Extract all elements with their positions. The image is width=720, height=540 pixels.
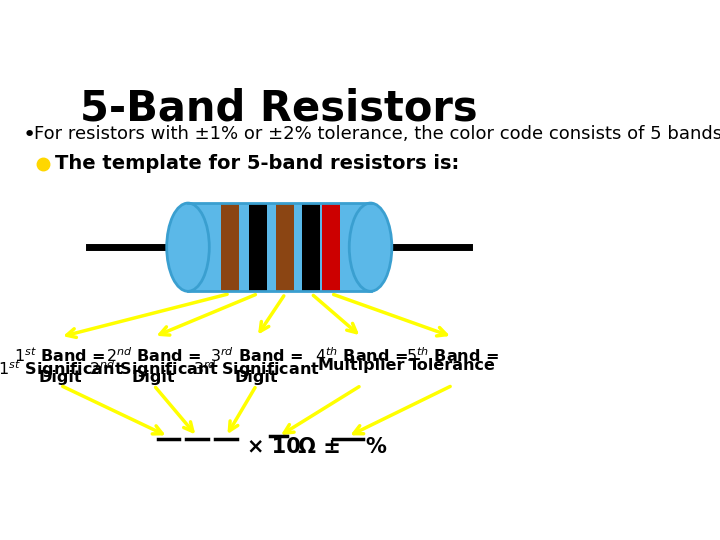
Text: •: • [22,125,35,145]
Bar [221,203,239,291]
Bar [188,203,371,291]
Text: $5^{th}$ Band =: $5^{th}$ Band = [406,346,499,364]
Text: $2^{nd}$ Band =: $2^{nd}$ Band = [106,346,202,364]
Text: Tolerance: Tolerance [409,358,496,373]
Ellipse shape [349,203,392,291]
Text: × 10: × 10 [248,437,301,457]
Text: $3^{rd}$ Significant: $3^{rd}$ Significant [193,358,320,380]
Bar [276,203,294,291]
Text: Digit: Digit [132,370,176,384]
Text: $1^{st}$ Band =: $1^{st}$ Band = [14,346,106,364]
Text: For resistors with ±1% or ±2% tolerance, the color code consists of 5 bands.: For resistors with ±1% or ±2% tolerance,… [35,125,720,144]
Ellipse shape [167,203,210,291]
Text: Multiplier: Multiplier [318,358,405,373]
Text: 5-Band Resistors: 5-Band Resistors [81,87,478,130]
Text: $4^{th}$ Band =: $4^{th}$ Band = [315,346,408,364]
Bar [249,203,267,291]
Text: %: % [365,437,386,457]
Text: Digit: Digit [235,370,278,384]
Text: $2^{nd}$ Significant: $2^{nd}$ Significant [89,358,218,380]
Text: $1^{st}$ Significant: $1^{st}$ Significant [0,358,123,380]
Bar [322,203,340,291]
Bar [302,203,320,291]
Text: Ω ±: Ω ± [292,437,348,457]
Text: The template for 5-band resistors is:: The template for 5-band resistors is: [55,154,459,173]
Text: Digit: Digit [38,370,82,384]
Text: $3^{rd}$ Band =: $3^{rd}$ Band = [210,346,303,364]
